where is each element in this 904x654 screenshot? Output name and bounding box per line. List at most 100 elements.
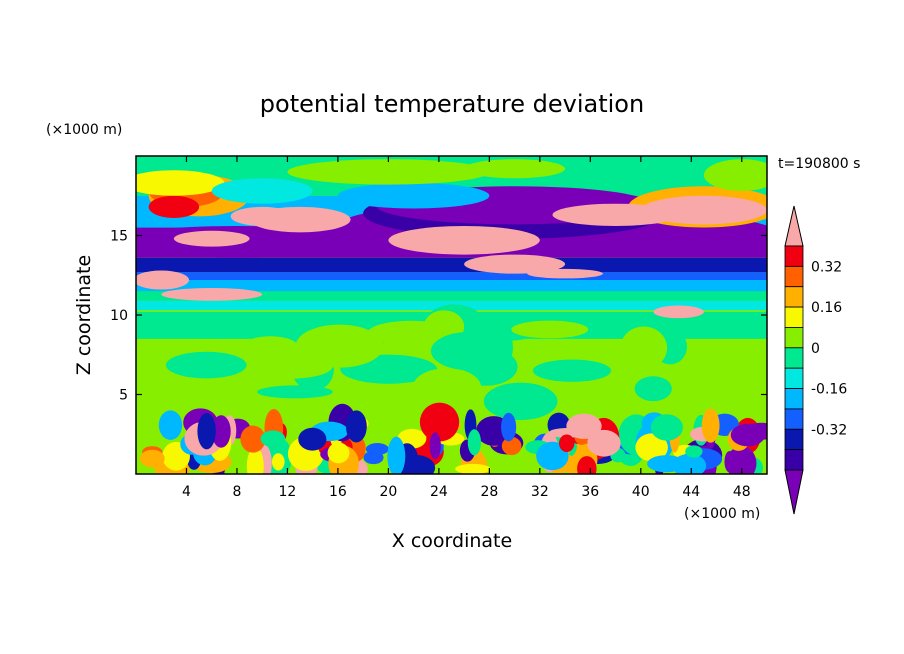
boundary-cell <box>211 415 231 448</box>
heatmap-field <box>136 156 767 474</box>
x-axis-label: X coordinate <box>392 530 512 552</box>
x-tick-label: 16 <box>329 484 347 500</box>
boundary-cell <box>387 436 406 474</box>
x-tick-label: 36 <box>581 484 599 500</box>
chart-title: potential temperature deviation <box>260 90 644 118</box>
colorbar-tick-label: 0 <box>811 341 820 357</box>
mid-patch <box>412 368 482 407</box>
x-tick-label: 40 <box>632 484 650 500</box>
colorbar-box <box>784 265 804 288</box>
mid-patch <box>532 359 612 382</box>
boundary-cell <box>730 423 765 447</box>
mid-patch <box>634 376 672 402</box>
top-lime <box>464 159 566 179</box>
mid-patch <box>430 331 509 371</box>
boundary-cell <box>635 433 668 462</box>
upper-cyan <box>337 183 490 209</box>
colorbar-tick-label: 0.16 <box>811 300 842 316</box>
upper-yellow <box>136 170 225 196</box>
x-tick-label: 28 <box>480 484 498 500</box>
boundary-cell <box>246 446 264 474</box>
upper-pink <box>464 254 566 274</box>
layer-blue <box>136 272 767 281</box>
x-tick-label: 20 <box>379 484 397 500</box>
y-unit-label: (×1000 m) <box>46 122 122 138</box>
mid-patch <box>295 324 384 368</box>
upper-pink <box>527 268 603 279</box>
boundary-cell <box>685 445 703 458</box>
y-tick-label: 5 <box>119 388 128 404</box>
colorbar: 0.32 0.16 0 -0.16 -0.32 <box>784 205 847 515</box>
x-tick-label: 24 <box>430 484 448 500</box>
colorbar-box <box>784 286 804 308</box>
colorbar-box <box>784 428 804 451</box>
colorbar-box <box>784 388 804 410</box>
boundary-cell <box>429 432 441 460</box>
mid-patch <box>511 320 589 339</box>
upper-pink <box>230 206 294 226</box>
y-axis: 5 10 15 <box>110 229 767 404</box>
boundary-cell <box>647 455 686 473</box>
colorbar-box <box>784 449 804 471</box>
boundary-cell <box>536 441 569 471</box>
colorbar-tick-label: 0.32 <box>811 259 842 275</box>
x-tick-label: 48 <box>733 484 751 500</box>
mid-patch <box>165 351 247 379</box>
top-lime <box>703 159 767 191</box>
x-tick-label: 12 <box>279 484 297 500</box>
boundary-cell <box>139 449 165 468</box>
boundary-cell <box>327 442 350 464</box>
mid-patch <box>483 382 558 421</box>
layer-cyan <box>136 280 767 292</box>
boundary-cell <box>240 425 266 453</box>
y-axis-label: Z coordinate <box>73 255 95 375</box>
boundary-cell <box>726 446 757 474</box>
x-tick-label: 8 <box>232 484 241 500</box>
boundary-cell <box>260 430 286 448</box>
boundary-cell <box>587 429 621 457</box>
layer-green2 <box>136 289 767 301</box>
boundary-cell <box>395 454 436 474</box>
upper-pink <box>136 270 189 290</box>
boundary-pink <box>566 413 602 440</box>
layer-navy <box>136 257 767 273</box>
top-lime <box>287 159 490 185</box>
upper-teal <box>211 178 313 204</box>
upper-pink <box>388 225 540 255</box>
upper-pink <box>173 230 250 247</box>
boundary-cell <box>158 410 183 440</box>
colorbar-tick-label: -0.32 <box>811 422 847 438</box>
x-tick-label: 4 <box>182 484 191 500</box>
y-tick-label: 10 <box>110 308 128 324</box>
upper-pink <box>552 203 679 226</box>
colorbar-tick-label: -0.16 <box>811 382 847 398</box>
boundary-cell <box>501 412 517 442</box>
boundary-cell <box>467 429 481 456</box>
boundary-cell <box>455 463 491 474</box>
boundary-cell <box>559 434 575 453</box>
boundary-cell <box>365 443 389 456</box>
upper-pink <box>161 287 263 301</box>
mid-patch <box>620 326 668 370</box>
colorbar-box <box>784 327 804 349</box>
x-tick-label: 44 <box>682 484 700 500</box>
boundary-cell <box>298 427 327 451</box>
colorbar-max-triangle <box>784 205 804 247</box>
boundary-cell <box>345 410 367 443</box>
x-tick-label: 32 <box>531 484 549 500</box>
upper-pink <box>653 305 704 319</box>
boundary-cell <box>271 453 285 471</box>
colorbar-box <box>784 306 804 328</box>
colorbar-box <box>784 347 804 369</box>
colorbar-box <box>784 367 804 389</box>
colorbar-box <box>784 245 804 267</box>
mid-patch <box>241 336 300 362</box>
field-regions <box>136 156 767 474</box>
boundary-cell <box>501 436 522 456</box>
boundary-cell <box>197 412 216 450</box>
y-tick-label: 15 <box>110 229 128 245</box>
colorbar-min-triangle <box>784 469 804 515</box>
boundary-cell <box>650 414 683 441</box>
x-unit-label: (×1000 m) <box>684 506 760 522</box>
